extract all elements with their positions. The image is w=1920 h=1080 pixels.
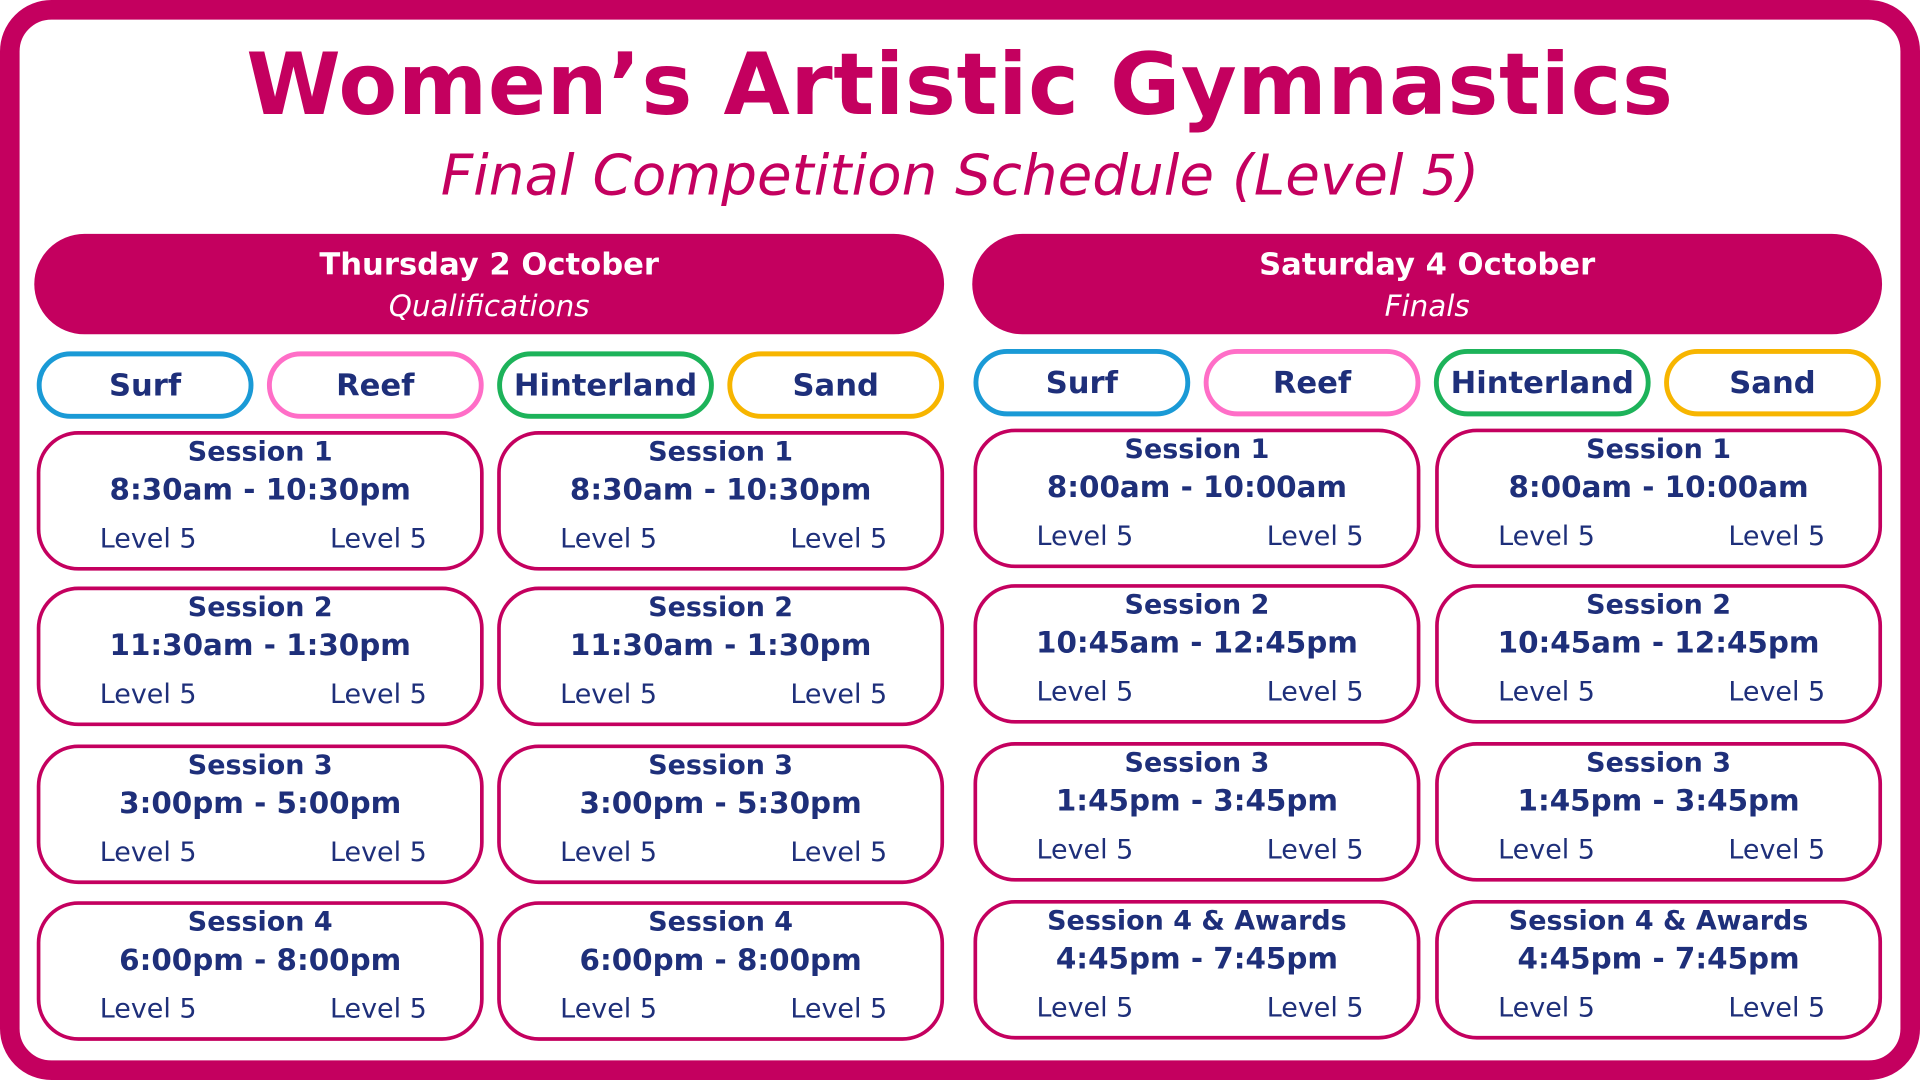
venue-surf: Surf: [973, 348, 1191, 417]
session-time: 3:00pm - 5:30pm: [579, 786, 862, 821]
session-level: Level 5: [1728, 993, 1826, 1024]
session-level: Level 5: [329, 524, 427, 555]
venue-reef: Reef: [1203, 348, 1421, 417]
session-title: Session 4 & Awards: [1508, 906, 1809, 937]
session-title: Session 4 & Awards: [1047, 906, 1347, 937]
session-title: Session 4: [187, 907, 333, 938]
session-time: 6:00pm - 8:00pm: [579, 942, 862, 978]
session-level: Level 5: [790, 679, 888, 711]
session-level: Level 5: [560, 837, 657, 869]
venue-reef: Reef: [266, 351, 484, 419]
session-title: Session 4: [648, 907, 794, 938]
session-level: Level 5: [1266, 835, 1364, 866]
session-card: Session 2 10:45am - 12:45pm Level 5 Leve…: [1435, 584, 1883, 724]
venue-sand: Sand: [1664, 348, 1881, 417]
session-level: Level 5: [1036, 835, 1134, 866]
session-level: Level 5: [1036, 677, 1134, 708]
session-level: Level 5: [99, 837, 197, 869]
session-title: Session 1: [1586, 434, 1731, 466]
session-title: Session 1: [648, 437, 794, 468]
session-card: Session 4 6:00pm - 8:00pm Level 5 Level …: [497, 901, 945, 1041]
session-card: Session 3 1:45pm - 3:45pm Level 5 Level …: [1435, 742, 1883, 882]
session-time: 4:45pm - 7:45pm: [1517, 941, 1800, 976]
session-time: 8:00am - 10:00am: [1046, 470, 1348, 505]
session-card: Session 1 8:00am - 10:00am Level 5 Level…: [973, 428, 1421, 569]
session-level: Level 5: [1498, 835, 1595, 866]
session-level: Level 5: [1266, 993, 1364, 1024]
session-level: Level 5: [1266, 677, 1364, 708]
session-time: 11:30am - 1:30pm: [569, 628, 872, 663]
session-level: Level 5: [1036, 521, 1134, 553]
session-level: Level 5: [1728, 521, 1826, 553]
session-time: 4:45pm - 7:45pm: [1055, 941, 1339, 976]
session-level: Level 5: [1036, 993, 1134, 1024]
session-title: Session 2: [1124, 590, 1270, 621]
venue-hinterland: Hinterland: [497, 351, 714, 419]
day-header: Thursday 2 October Qualifications: [34, 233, 945, 335]
session-level: Level 5: [1498, 677, 1595, 708]
session-level: Level 5: [1498, 521, 1595, 553]
venue-hinterland: Hinterland: [1433, 348, 1651, 417]
session-level: Level 5: [790, 994, 888, 1025]
session-time: 8:00am - 10:00am: [1508, 470, 1809, 505]
day-header: Saturday 4 October Finals: [972, 233, 1883, 335]
session-level: Level 5: [99, 994, 197, 1025]
session-card: Session 1 8:30am - 10:30pm Level 5 Level…: [36, 431, 484, 571]
session-title: Session 3: [187, 750, 333, 782]
day-stage: Qualifications: [388, 288, 590, 324]
day-stage: Finals: [1384, 288, 1470, 324]
venue-sand: Sand: [727, 351, 945, 419]
session-level: Level 5: [329, 994, 427, 1025]
session-title: Session 3: [1124, 748, 1270, 779]
session-level: Level 5: [1498, 993, 1595, 1024]
page-title: Women’s Artistic Gymnastics: [246, 34, 1674, 135]
session-title: Session 2: [187, 592, 333, 624]
session-card: Session 4 6:00pm - 8:00pm Level 5 Level …: [36, 901, 484, 1041]
session-time: 10:45am - 12:45pm: [1036, 625, 1358, 661]
session-card: Session 1 8:00am - 10:00am Level 5 Level…: [1435, 428, 1883, 569]
session-level: Level 5: [1728, 835, 1826, 866]
session-level: Level 5: [790, 524, 888, 555]
session-time: 8:30am - 10:30pm: [109, 472, 411, 507]
session-title: Session 2: [1586, 590, 1731, 621]
session-title: Session 2: [648, 592, 794, 624]
session-level: Level 5: [1266, 521, 1364, 553]
session-level: Level 5: [790, 837, 888, 869]
page-subtitle: Final Competition Schedule (Level 5): [440, 142, 1480, 209]
session-level: Level 5: [99, 679, 197, 711]
session-level: Level 5: [329, 837, 427, 869]
session-card: Session 3 3:00pm - 5:00pm Level 5 Level …: [36, 744, 484, 885]
session-level: Level 5: [1728, 677, 1826, 708]
session-time: 10:45am - 12:45pm: [1497, 625, 1820, 661]
session-card: Session 4 & Awards 4:45pm - 7:45pm Level…: [973, 900, 1421, 1040]
session-card: Session 2 11:30am - 1:30pm Level 5 Level…: [36, 586, 484, 727]
day-date: Thursday 2 October: [319, 246, 659, 282]
session-title: Session 3: [648, 750, 794, 782]
session-time: 6:00pm - 8:00pm: [119, 942, 402, 978]
session-title: Session 1: [1124, 434, 1270, 466]
session-time: 1:45pm - 3:45pm: [1517, 783, 1800, 818]
session-level: Level 5: [560, 994, 657, 1025]
session-card: Session 3 1:45pm - 3:45pm Level 5 Level …: [973, 742, 1421, 882]
session-title: Session 3: [1586, 748, 1731, 779]
session-card: Session 2 11:30am - 1:30pm Level 5 Level…: [497, 586, 945, 727]
session-card: Session 1 8:30am - 10:30pm Level 5 Level…: [497, 431, 945, 571]
session-card: Session 3 3:00pm - 5:30pm Level 5 Level …: [497, 744, 945, 885]
session-time: 3:00pm - 5:00pm: [119, 786, 402, 821]
session-card: Session 4 & Awards 4:45pm - 7:45pm Level…: [1435, 900, 1883, 1040]
venue-surf: Surf: [36, 351, 254, 419]
session-title: Session 1: [187, 437, 333, 468]
session-time: 11:30am - 1:30pm: [109, 628, 411, 663]
session-time: 8:30am - 10:30pm: [569, 472, 872, 507]
session-level: Level 5: [560, 679, 657, 711]
session-level: Level 5: [99, 524, 197, 555]
session-time: 1:45pm - 3:45pm: [1055, 783, 1339, 818]
day-date: Saturday 4 October: [1259, 246, 1596, 282]
session-level: Level 5: [329, 679, 427, 711]
session-card: Session 2 10:45am - 12:45pm Level 5 Leve…: [973, 584, 1421, 724]
session-level: Level 5: [560, 524, 657, 555]
